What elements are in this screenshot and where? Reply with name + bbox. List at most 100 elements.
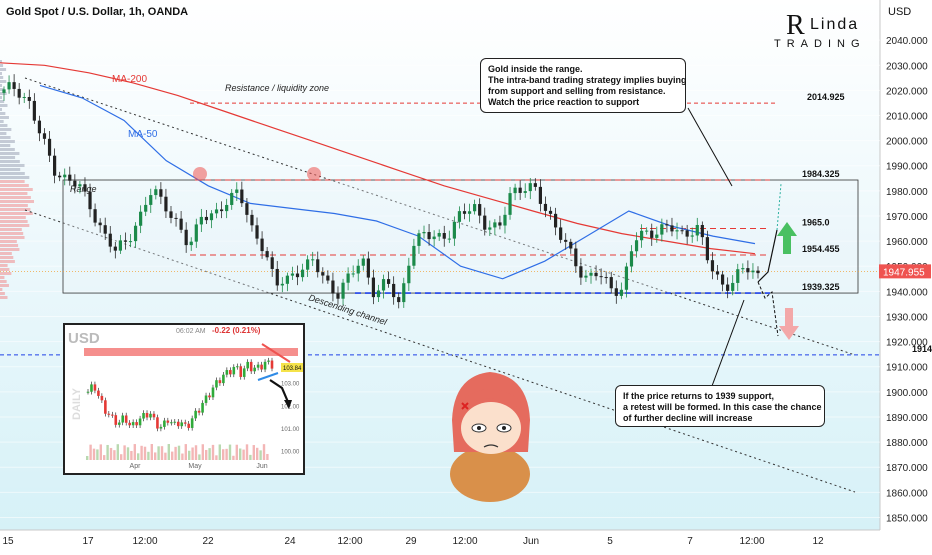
inset-volume-bar — [96, 449, 99, 460]
candle-body — [640, 230, 644, 241]
inset-volume-bar — [201, 444, 204, 460]
inset-trend-line — [261, 343, 291, 363]
inset-price-tag — [281, 363, 303, 372]
candle-body — [42, 133, 47, 139]
volume-profile-bar — [0, 68, 7, 71]
volume-profile-bar — [0, 236, 25, 239]
candle-body — [118, 240, 122, 251]
inset-volume-bar — [109, 447, 113, 460]
candle-body — [685, 230, 689, 237]
inset-volume-bar — [208, 448, 211, 460]
volume-profile-bar — [0, 164, 25, 167]
candle-body — [538, 186, 543, 204]
volume-profile-bar — [0, 204, 28, 207]
candle-body — [619, 289, 623, 296]
volume-profile-bar — [0, 140, 15, 143]
ma200-label: MA-200 — [112, 74, 147, 85]
candle-body — [159, 189, 163, 197]
ma200-line — [0, 62, 756, 255]
price-level-label: 1914.695 — [912, 344, 932, 354]
inset-volume-bar — [266, 453, 269, 460]
candle-body — [103, 225, 107, 234]
inset-y-tick: 100.00 — [281, 449, 300, 455]
candle-body — [240, 189, 244, 204]
volume-profile-bar — [0, 264, 8, 267]
candle-body — [326, 275, 330, 281]
volume-profile-bar — [0, 84, 2, 87]
candle-body — [154, 189, 158, 196]
candle-body — [311, 259, 315, 261]
candle-body — [361, 258, 365, 266]
inset-candle-body — [149, 413, 152, 418]
volume-profile-bar — [0, 284, 9, 287]
volume-profile-bar — [0, 252, 12, 255]
candle-body — [579, 266, 583, 278]
logo-line1: Linda — [810, 16, 860, 33]
y-tick-label: 1850.000 — [886, 513, 928, 524]
candle-body — [2, 89, 6, 93]
candle-body — [478, 204, 482, 216]
candle-body — [265, 251, 269, 258]
y-tick-label: 2000.000 — [886, 137, 928, 148]
candle-body — [543, 203, 548, 211]
price-level-label: 1954.455 — [802, 244, 840, 254]
inset-volume-bar — [249, 454, 252, 460]
candle-body — [128, 241, 133, 243]
inset-time: 06:02 AM — [176, 328, 206, 335]
resistance-zone-label: Resistance / liquidity zone — [225, 83, 329, 93]
inset-symbol: USD — [68, 330, 100, 347]
candle-body — [78, 184, 82, 187]
inset-candle-body — [121, 415, 125, 423]
volume-profile-bar — [0, 208, 31, 211]
inset-volume-bar — [106, 444, 109, 460]
candle-body — [594, 272, 598, 277]
candle-body — [695, 224, 699, 236]
inset-volume-bar — [113, 450, 116, 460]
inset-volume-bar — [126, 447, 130, 460]
candle-body — [113, 246, 117, 251]
inset-price-label: 103.84 — [283, 366, 302, 372]
inset-candle-body — [111, 414, 114, 416]
inset-x-tick: May — [188, 463, 202, 470]
inset-candle-body — [166, 420, 170, 423]
candle-body — [371, 277, 376, 298]
character-mouth — [483, 444, 499, 448]
volume-profile-bar — [0, 64, 4, 67]
x-tick-label: 15 — [2, 536, 14, 547]
range-label: Range — [70, 184, 97, 194]
inset-candle-body — [267, 360, 270, 362]
price-level-label: 1939.325 — [802, 282, 840, 292]
inset-resistance-band — [84, 348, 298, 356]
candle-body — [675, 230, 679, 232]
time-axis-bg — [0, 530, 880, 550]
volume-profile-bar — [0, 156, 16, 159]
inset-x-tick: Jun — [256, 463, 267, 470]
volume-profile-bar — [0, 92, 7, 95]
candle-body — [412, 245, 416, 266]
chart-title: Gold Spot / U.S. Dollar, 1h, OANDA — [6, 6, 189, 18]
volume-profile-bar — [0, 188, 33, 191]
candle-body — [275, 268, 279, 286]
candle-body — [27, 96, 31, 101]
x-tick-label: 12:00 — [452, 536, 477, 547]
candle-body — [204, 216, 209, 221]
inset-volume-bar — [191, 447, 194, 460]
volume-profile-bar — [0, 88, 4, 91]
volume-profile-bar — [0, 232, 24, 235]
candle-body — [553, 213, 558, 228]
candle-body — [53, 155, 57, 176]
inset-candle-body — [218, 380, 222, 384]
candle-body — [467, 211, 472, 214]
candle-body — [498, 222, 502, 226]
inset-candle-body — [124, 415, 128, 423]
inset-candle-body — [104, 400, 107, 414]
candle-body — [665, 224, 669, 226]
channel-upper-line — [24, 77, 856, 356]
inset-volume-bar — [140, 445, 143, 460]
character-pupil-right — [502, 426, 506, 430]
candle-body — [452, 221, 456, 239]
inset-candle-body — [232, 366, 236, 375]
x-tick-label: 5 — [607, 536, 613, 547]
y-tick-label: 1860.000 — [886, 488, 928, 499]
